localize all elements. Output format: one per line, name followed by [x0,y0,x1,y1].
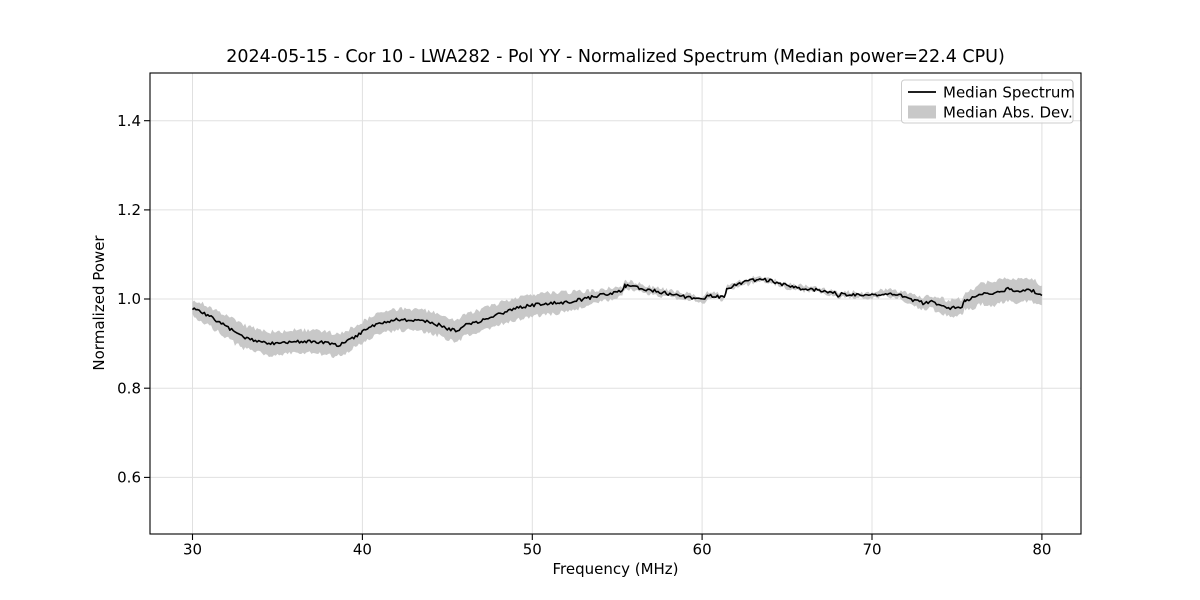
legend: Median Spectrum Median Abs. Dev. [901,79,1075,124]
y-tick-label: 0.8 [117,379,141,397]
x-tick-label: 80 [1032,541,1051,559]
y-tick-label: 1.0 [117,290,141,308]
median-line [191,277,1043,348]
legend-box [901,79,1074,124]
axes-border [149,72,1082,535]
legend-patch-swatch [908,105,936,119]
x-tick-label: 70 [862,541,881,559]
y-tick-label: 1.2 [117,201,141,219]
x-tick-label: 40 [353,541,372,559]
y-tick-label: 0.6 [117,469,141,487]
x-axis-label: Frequency (MHz) [552,560,678,578]
x-tick-label: 30 [183,541,202,559]
y-axis-label: Normalized Power [90,235,108,371]
y-tick-label: 1.4 [117,112,141,130]
legend-label-median-abs-dev: Median Abs. Dev. [943,104,1073,122]
x-tick-label: 60 [693,541,712,559]
x-tick-label: 50 [523,541,542,559]
mad-band [192,275,1042,359]
chart-title: 2024-05-15 - Cor 10 - LWA282 - Pol YY - … [226,47,1005,67]
tick-layer: 30 40 50 60 70 80 0.6 0.8 1.0 1.2 1.4 [117,112,1051,559]
legend-label-median-spectrum: Median Spectrum [943,84,1075,102]
